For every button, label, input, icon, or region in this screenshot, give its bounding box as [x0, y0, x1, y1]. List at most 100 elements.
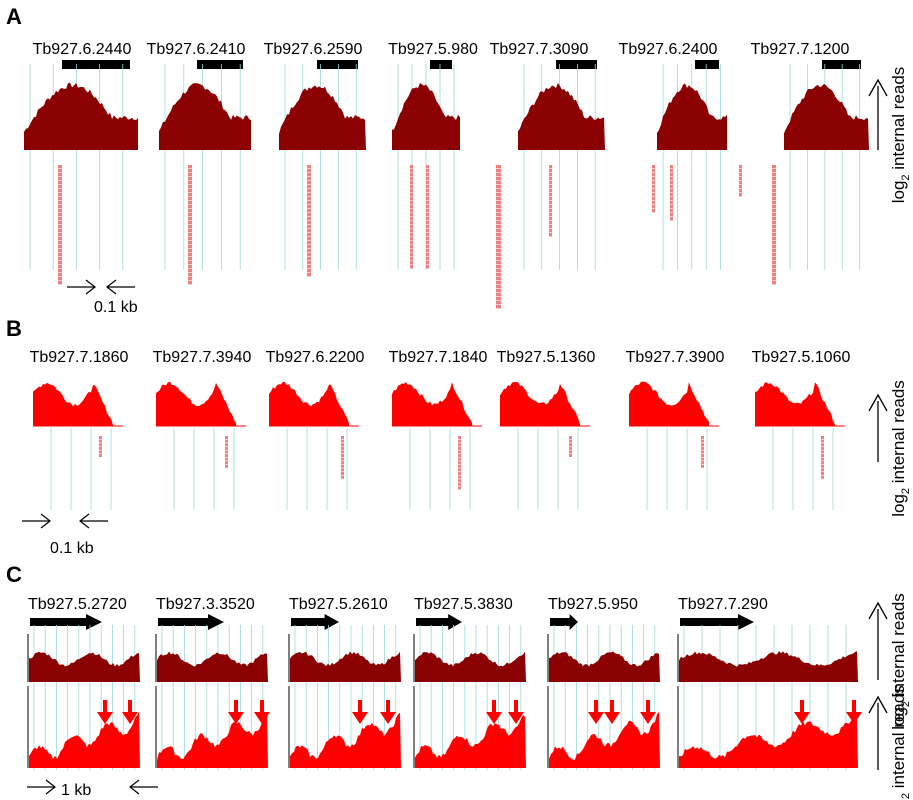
read-stack-a-3-0 [410, 261, 413, 265]
read-stack-a-2-0 [307, 257, 311, 261]
coverage-a-2 [279, 85, 366, 150]
coverage-c-red-1 [157, 712, 268, 768]
read-stack-a-1-0 [188, 265, 192, 269]
read-stack-a-4-0 [496, 273, 501, 277]
read-stack-b-6 [821, 436, 824, 439]
read-stack-b-5 [701, 436, 704, 439]
read-stack-a-1-0 [188, 193, 192, 197]
cds-bar-a-1 [197, 60, 243, 69]
scale-b-left-head [40, 513, 51, 529]
read-stack-b-1 [225, 464, 228, 468]
read-stack-b-5 [701, 450, 704, 454]
read-stack-a-5-0 [652, 197, 655, 201]
gene-label-b-5: Tb927.7.3900 [626, 349, 725, 366]
read-stack-a-2-0 [307, 189, 311, 193]
read-stack-a-3-1 [426, 241, 429, 245]
read-stack-a-4-0 [496, 177, 501, 181]
read-stack-a-4-0 [496, 209, 501, 213]
read-stack-a-5-1 [670, 205, 673, 209]
read-stack-a-2-0 [307, 229, 311, 233]
read-stack-a-4-1 [549, 201, 552, 205]
read-stack-b-3 [458, 443, 461, 447]
cleavage-arrow-c-0-0 [97, 700, 113, 724]
read-stack-a-3-0 [410, 241, 413, 245]
read-stack-a-6-1 [772, 245, 776, 249]
read-stack-b-3 [458, 454, 461, 457]
coverage-c-red-0 [29, 711, 140, 768]
gene-label-b-4: Tb927.5.1360 [497, 349, 596, 366]
read-stack-b-6 [821, 454, 824, 457]
coverage-b-3 [392, 382, 472, 426]
read-stack-a-1-0 [188, 209, 192, 213]
scale-b-label: 0.1 kb [50, 540, 94, 557]
read-stack-a-2-0 [307, 253, 311, 257]
coverage-a-1 [159, 83, 251, 150]
read-stack-a-0-0 [58, 173, 62, 177]
read-stack-a-6-1 [772, 177, 776, 181]
read-stack-b-6 [821, 468, 824, 472]
read-stack-a-3-1 [426, 197, 429, 201]
read-stack-a-3-0 [410, 253, 413, 257]
read-stack-a-3-1 [426, 229, 429, 233]
read-stack-a-4-0 [496, 285, 501, 289]
read-stack-a-3-0 [410, 209, 413, 213]
read-stack-a-6-1 [772, 281, 776, 285]
read-stack-b-2 [341, 475, 344, 479]
axis-log: log [889, 494, 908, 517]
read-stack-a-6-1 [772, 209, 776, 213]
read-stack-a-2-0 [307, 181, 311, 185]
read-stack-a-4-0 [496, 213, 501, 217]
read-stack-a-0-0 [58, 245, 62, 249]
gene-label-a-3: Tb927.5.980 [388, 41, 478, 58]
read-stack-a-4-0 [496, 253, 501, 257]
read-stack-a-5-1 [670, 201, 673, 205]
axis-label: internal reads [889, 380, 908, 488]
read-stack-a-4-0 [496, 197, 501, 201]
read-stack-b-1 [225, 454, 228, 457]
read-stack-a-0-0 [58, 205, 62, 209]
read-stack-a-4-0 [496, 261, 501, 265]
read-stack-b-4 [569, 443, 572, 447]
read-stack-b-0 [99, 443, 102, 447]
read-stack-a-4-0 [496, 249, 501, 253]
read-stack-b-3 [458, 439, 461, 443]
gene-label-c-1: Tb927.3.3520 [156, 596, 255, 613]
axis-log: log [889, 181, 908, 204]
read-stack-a-2-0 [307, 197, 311, 201]
read-stack-b-3 [458, 468, 461, 472]
read-stack-a-6-1 [772, 277, 776, 281]
gene-arrow-c-3 [416, 614, 462, 630]
read-stack-a-4-0 [496, 277, 501, 281]
read-stack-a-4-1 [549, 169, 552, 173]
cleavage-arrow-c-5-1 [846, 700, 862, 724]
side-axis-a-head [868, 78, 888, 97]
read-stack-a-1-0 [188, 197, 192, 201]
read-stack-a-0-0 [58, 237, 62, 241]
read-stack-a-3-0 [410, 193, 413, 197]
read-stack-a-2-0 [307, 273, 311, 277]
coverage-c-dark-4 [549, 651, 660, 682]
read-stack-a-5-0 [652, 201, 655, 205]
read-stack-a-1-0 [188, 241, 192, 245]
read-stack-a-2-0 [307, 193, 311, 197]
cleavage-arrow-c-2-0 [352, 700, 368, 724]
read-stack-a-4-0 [496, 281, 501, 285]
read-stack-b-5 [701, 461, 704, 465]
read-stack-a-0-0 [58, 257, 62, 261]
read-stack-a-4-0 [496, 297, 501, 301]
read-stack-a-0-0 [58, 273, 62, 277]
read-stack-a-4-0 [496, 241, 501, 245]
cds-bar-a-5 [695, 60, 719, 69]
read-stack-a-4-0 [496, 257, 501, 261]
read-stack-a-4-0 [496, 165, 501, 169]
gene-label-b-3: Tb927.7.1840 [389, 349, 488, 366]
read-stack-a-4-0 [496, 221, 501, 225]
read-stack-a-3-0 [410, 213, 413, 217]
read-stack-a-3-0 [410, 229, 413, 233]
read-stack-a-5-1 [670, 197, 673, 201]
read-stack-a-6-0 [739, 185, 742, 189]
read-stack-a-5-0 [652, 193, 655, 197]
axis-subscript: 2 [900, 701, 912, 707]
read-stack-b-6 [821, 472, 824, 475]
